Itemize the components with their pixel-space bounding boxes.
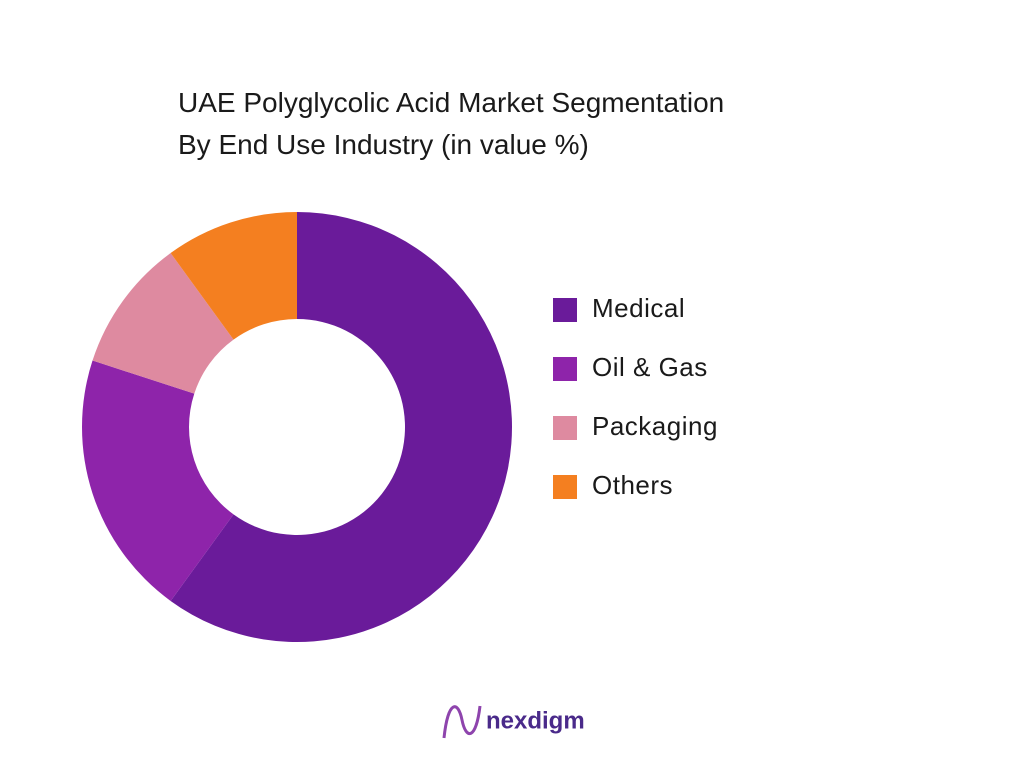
legend-label: Oil & Gas xyxy=(592,352,708,382)
legend-swatch xyxy=(553,298,577,322)
logo-text: nexdigm xyxy=(486,707,585,734)
donut-segment xyxy=(81,360,234,601)
legend-label: Others xyxy=(592,470,673,500)
chart-title: UAE Polyglycolic Acid Market Segmentatio… xyxy=(178,87,724,118)
logo: nexdigm xyxy=(442,705,585,739)
legend-swatch xyxy=(553,416,577,440)
donut-segment xyxy=(170,212,513,642)
logo-icon xyxy=(442,705,482,739)
donut-segment xyxy=(170,212,297,340)
legend-swatch xyxy=(553,475,577,499)
chart-title: By End Use Industry (in value %) xyxy=(178,129,589,160)
legend-swatch xyxy=(553,357,577,381)
legend-label: Medical xyxy=(592,293,685,323)
donut-segment xyxy=(92,253,234,394)
legend-label: Packaging xyxy=(592,411,718,441)
